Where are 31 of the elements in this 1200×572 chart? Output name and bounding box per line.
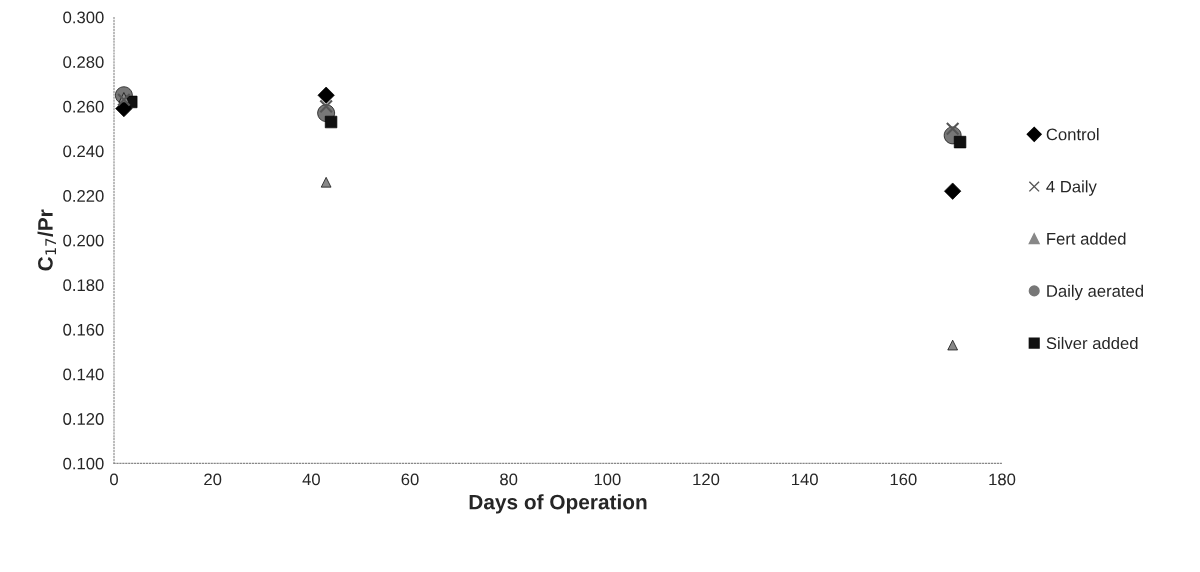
y-tick-label: 0.260 — [63, 100, 104, 113]
legend-label: Control — [1046, 128, 1099, 141]
x-tick-label: 0 — [110, 473, 118, 486]
y-tick-label: 0.100 — [63, 457, 104, 470]
y-axis-title: C$_{17}$/Pr — [37, 209, 56, 271]
y-tick-label: 0.300 — [63, 11, 104, 24]
x-tick-label: 120 — [693, 473, 720, 486]
legend-label: 4 Daily — [1046, 180, 1097, 196]
legend-label: Daily aerated — [1047, 284, 1144, 301]
x-axis-title: Days of Operation — [469, 494, 647, 514]
x-tick-label: 180 — [989, 473, 1016, 486]
y-tick-label: 0.200 — [63, 234, 104, 247]
x-tick-label: 20 — [204, 473, 222, 486]
y-tick-label: 0.160 — [63, 323, 104, 336]
point — [945, 121, 960, 136]
y-tick-label: 0.220 — [63, 190, 104, 202]
y-tick-label: 0.280 — [63, 56, 104, 68]
y-tick-label: 0.120 — [63, 413, 104, 425]
y-tick-label: 0.140 — [63, 368, 104, 381]
legend-label: Fert added — [1047, 232, 1126, 245]
point — [319, 99, 333, 114]
x-tick-label: 140 — [792, 473, 818, 486]
y-tick-label: 0.240 — [63, 145, 104, 158]
x-tick-label: 60 — [401, 473, 419, 486]
x-tick-label: 80 — [500, 473, 518, 486]
y-tick-label: 0.180 — [63, 279, 104, 292]
legend-label: Silver added — [1046, 336, 1138, 350]
x-tick-label: 40 — [302, 473, 320, 486]
x-tick-label: 100 — [594, 473, 621, 486]
point — [117, 92, 131, 107]
x-tick-label: 160 — [890, 473, 917, 486]
